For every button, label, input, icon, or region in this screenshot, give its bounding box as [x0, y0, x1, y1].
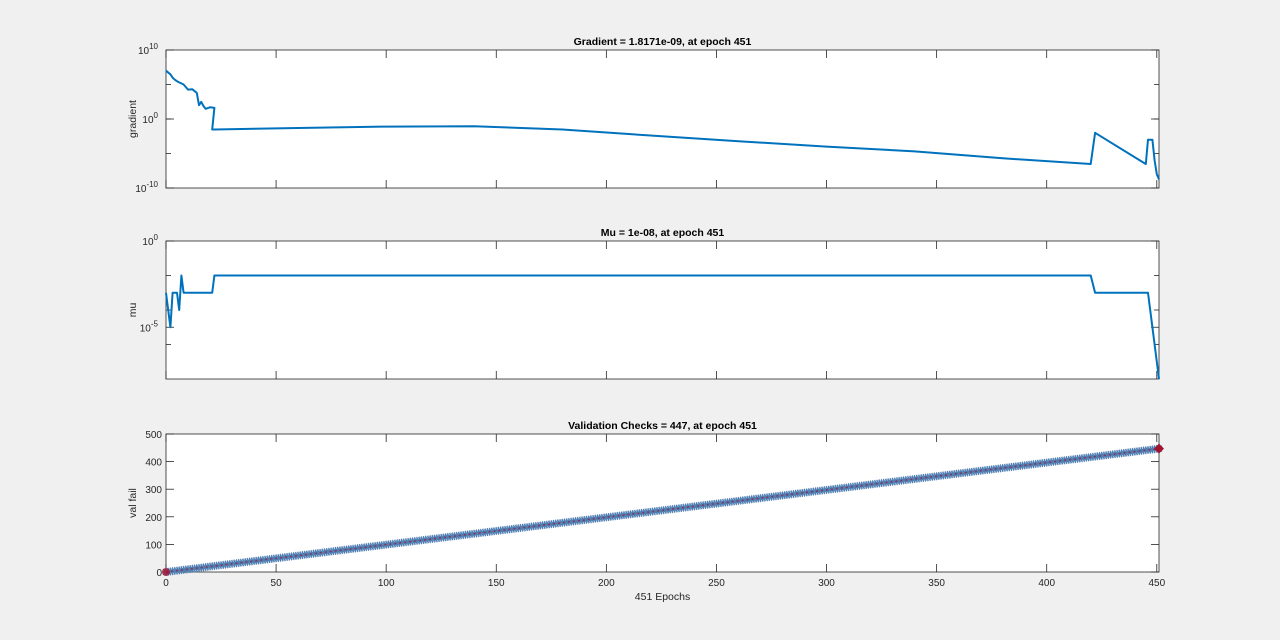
panel-title: Validation Checks = 447, at epoch 451	[568, 420, 757, 432]
axes-box	[165, 240, 1160, 380]
y-tick-label: 10-5	[140, 319, 159, 334]
x-tick-label: 200	[598, 578, 615, 589]
y-axis-label: val fail	[127, 488, 139, 518]
y-tick-label: 200	[145, 513, 162, 524]
x-tick-label: 50	[271, 578, 283, 589]
y-axis-label: mu	[127, 303, 139, 318]
mu-panel: 10-5 100 Mu = 1e-08, at epoch 451 mu	[127, 227, 1160, 380]
panel-title: Gradient = 1.8171e-09, at epoch 451	[574, 36, 752, 48]
y-tick-label: 100	[145, 540, 162, 551]
x-tick-label: 100	[378, 578, 395, 589]
x-tick-label: 350	[928, 578, 945, 589]
validation-panel: 0 100 200 300 400 500 0 50 100 150 200 250 300 350 400…	[127, 420, 1166, 603]
end-point-marker	[1154, 443, 1164, 454]
series-line	[165, 69, 1160, 180]
y-tick-label: 10-10	[135, 180, 158, 195]
y-tick-label: 100	[142, 111, 158, 126]
axes-box	[165, 433, 1160, 573]
y-tick-label: 100	[142, 233, 158, 248]
gradient-panel: 10-10 100 1010 Gradient = 1.8171e-09, at ep…	[127, 36, 1160, 195]
x-tick-label: 450	[1148, 578, 1165, 589]
series-overlay	[165, 447, 1160, 573]
start-marker	[162, 568, 170, 576]
x-tick-label: 250	[708, 578, 725, 589]
x-tick-label: 150	[488, 578, 505, 589]
y-tick-label: 400	[145, 458, 162, 469]
axes-box	[165, 49, 1160, 189]
y-tick-label: 300	[145, 485, 162, 496]
panel-title: Mu = 1e-08, at epoch 451	[601, 227, 725, 239]
y-tick-label: 500	[145, 430, 162, 441]
x-axis-label: 451 Epochs	[635, 591, 690, 603]
y-tick-label: 1010	[138, 42, 159, 57]
y-tick-label: 0	[156, 568, 162, 579]
x-tick-label: 0	[163, 578, 169, 589]
x-tick-label: 400	[1038, 578, 1055, 589]
y-axis-label: gradient	[127, 100, 139, 138]
series-line	[165, 274, 1160, 380]
x-tick-label: 300	[818, 578, 835, 589]
